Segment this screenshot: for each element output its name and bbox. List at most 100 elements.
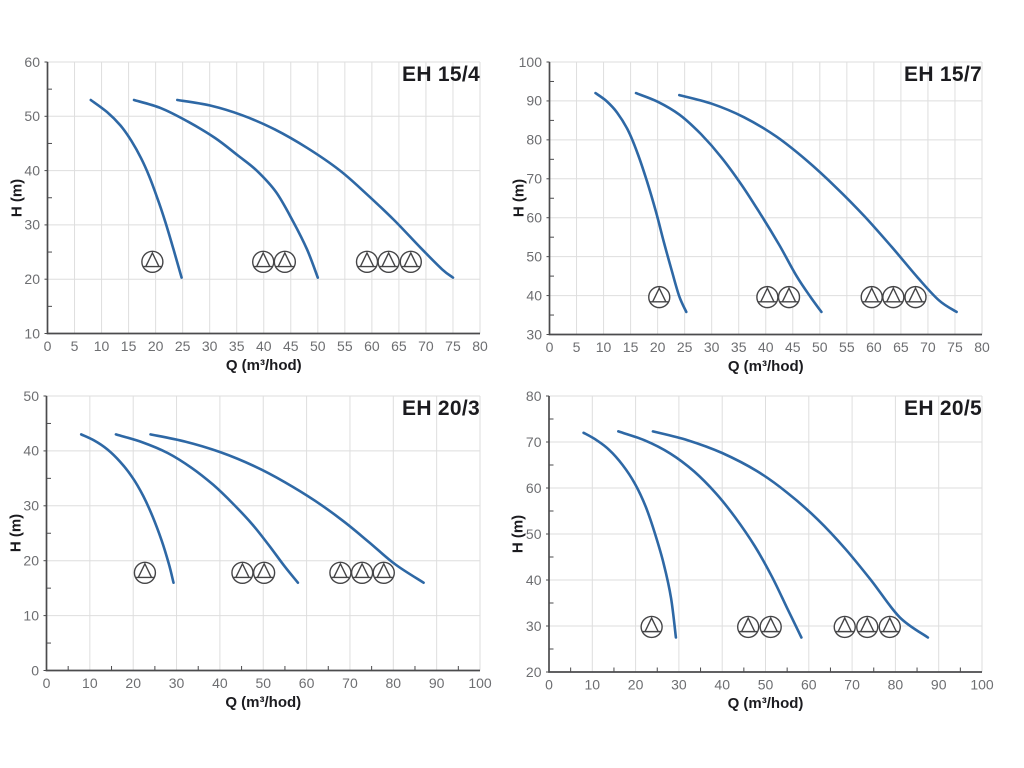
x-tick-label: 0 [545, 677, 553, 693]
y-tick-label: 50 [23, 388, 39, 404]
pump-icon [377, 250, 400, 274]
y-tick-label: 20 [526, 664, 542, 680]
pump-icon-group-1 [141, 250, 164, 274]
pump-icon [640, 615, 663, 639]
x-tick-label: 90 [931, 677, 947, 693]
x-tick-label: 20 [125, 675, 141, 691]
y-tick-labels: 20 30 40 50 60 70 80 [526, 388, 542, 680]
x-tick-label: 50 [758, 677, 774, 693]
y-tick-label: 30 [24, 217, 40, 233]
axis-lines [548, 62, 982, 336]
x-tick-label: 30 [169, 675, 185, 691]
x-tick-label: 60 [866, 339, 882, 355]
x-tick-label: 50 [812, 339, 828, 355]
pump-icon [372, 561, 395, 584]
y-tick-label: 60 [24, 54, 40, 70]
pump-icon [860, 285, 883, 309]
pump-icon [252, 561, 276, 584]
x-tick-label: 55 [839, 339, 855, 355]
pump-curve-2 [634, 91, 823, 314]
x-tick-label: 30 [704, 339, 720, 355]
y-tick-label: 40 [526, 572, 542, 588]
chart-title: EH 15/4 [402, 63, 480, 86]
chart-eh-15-4: 0 5 10 15 20 25 30 35 40 45 50 55 60 65 70 75 80 10 20 30 40… [0, 0, 512, 384]
x-axis-label: Q (m³/hod) [727, 695, 804, 712]
x-tick-label: 80 [974, 339, 990, 355]
plot-area: 0 5 10 15 20 25 30 35 40 45 50 55 60 65 70 75 80 30 40 50 60… [519, 54, 990, 355]
y-tick-label: 60 [526, 480, 542, 496]
pump-icon-group-3 [860, 285, 927, 309]
x-tick-label: 30 [671, 677, 687, 693]
y-tick-labels: 30 40 50 60 70 80 90 100 [519, 54, 543, 342]
pump-icon-group-3 [833, 615, 901, 639]
pump-icon [856, 615, 879, 639]
x-tick-label: 30 [202, 338, 218, 354]
pump-icon-group-1 [133, 561, 157, 584]
y-tick-label: 0 [31, 662, 39, 678]
pump-icon [648, 285, 671, 309]
pump-icon [231, 561, 254, 584]
x-tick-label: 20 [148, 338, 164, 354]
pump-icon [273, 250, 297, 274]
y-tick-label: 50 [526, 248, 542, 264]
y-tick-label: 40 [23, 443, 39, 459]
x-tick-label: 5 [71, 338, 79, 354]
chart-title: EH 20/3 [402, 397, 480, 420]
pump-icon [133, 561, 157, 584]
x-axis-label: Q (m³/hod) [727, 357, 804, 375]
x-tick-label: 10 [94, 338, 110, 354]
x-tick-label: 45 [283, 338, 299, 354]
pump-curve-2 [132, 98, 320, 279]
pump-icon [777, 285, 801, 309]
x-tick-label: 60 [299, 675, 315, 691]
y-tick-label: 80 [526, 132, 542, 148]
pump-curve-3 [176, 98, 455, 279]
x-tick-label: 25 [175, 338, 191, 354]
x-tick-label: 55 [337, 338, 353, 354]
pump-icon [329, 561, 352, 584]
x-tick-label: 70 [844, 677, 860, 693]
y-tick-label: 20 [23, 553, 39, 569]
x-tick-label: 65 [391, 338, 407, 354]
y-tick-label: 90 [526, 93, 542, 109]
x-tick-label: 40 [212, 675, 228, 691]
y-axis-label: H (m) [7, 514, 24, 553]
y-tick-label: 30 [23, 498, 39, 514]
x-tick-label: 0 [43, 675, 51, 691]
x-tick-label: 40 [758, 339, 774, 355]
x-axis-label: Q (m³/hod) [225, 693, 302, 711]
x-tick-label: 70 [342, 675, 358, 691]
y-tick-label: 10 [24, 325, 40, 341]
x-tick-label: 5 [573, 339, 581, 355]
x-tick-label: 60 [801, 677, 817, 693]
x-tick-label: 75 [445, 338, 461, 354]
pump-curve-1 [594, 91, 688, 314]
x-tick-label: 40 [714, 677, 730, 693]
x-tick-label: 40 [256, 338, 272, 354]
x-tick-label: 50 [255, 675, 271, 691]
pump-icon [350, 561, 374, 584]
pump-icon-group-1 [648, 285, 671, 309]
x-tick-label: 0 [44, 338, 52, 354]
y-tick-label: 30 [526, 326, 542, 342]
pump-curve-3 [678, 93, 958, 314]
pump-curve-2 [617, 430, 803, 639]
y-tick-label: 10 [23, 607, 39, 623]
x-tick-label: 45 [785, 339, 801, 355]
x-tick-labels: 0 5 10 15 20 25 30 35 40 45 50 55 60 65 70 75 80 [546, 339, 990, 355]
chart-eh-20-3: 0 10 20 30 40 50 60 70 80 90 100 0 10 20 30 40 50 EH 20/… [0, 384, 512, 768]
x-tick-label: 15 [121, 338, 137, 354]
x-tick-label: 80 [386, 675, 402, 691]
x-tick-label: 60 [364, 338, 380, 354]
pump-icon [833, 615, 856, 639]
x-tick-label: 20 [650, 339, 666, 355]
x-tick-label: 65 [893, 339, 909, 355]
x-tick-label: 20 [628, 677, 644, 693]
grid-lines [47, 61, 481, 334]
plot-area: 0 5 10 15 20 25 30 35 40 45 50 55 60 65 70 75 80 10 20 30 40… [24, 54, 488, 354]
x-tick-label: 80 [888, 677, 904, 693]
x-tick-label: 100 [970, 677, 994, 693]
x-tick-label: 50 [310, 338, 326, 354]
y-tick-label: 30 [526, 618, 542, 634]
pump-icon [252, 250, 275, 274]
